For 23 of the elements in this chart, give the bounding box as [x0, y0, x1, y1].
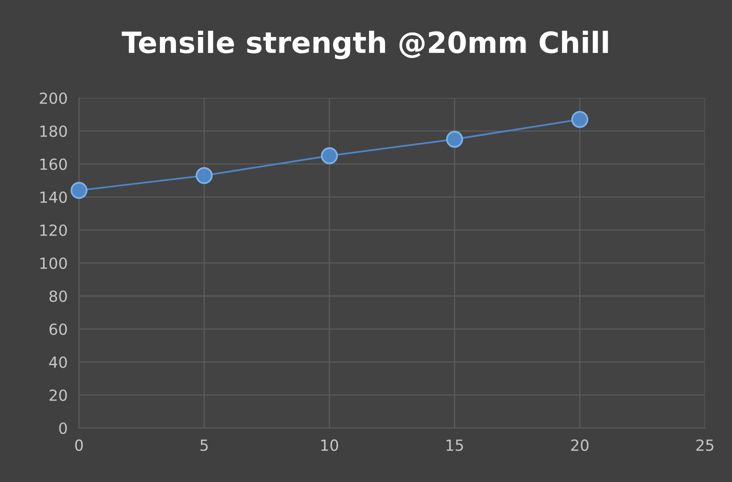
y-tick-label: 120 — [40, 224, 67, 236]
chart-title: Tensile strength @20mm Chill — [122, 30, 608, 60]
y-tick-label: 80 — [49, 290, 67, 302]
point — [70, 182, 88, 199]
point — [196, 167, 213, 184]
point — [571, 110, 588, 128]
y-tick-label: 200 — [40, 92, 67, 104]
x-tick-label: 15 — [446, 440, 463, 451]
y-tick-label: 160 — [40, 158, 67, 170]
x-tick-label: 25 — [696, 439, 714, 451]
x-tick-label: 20 — [571, 439, 589, 451]
y-tick-label: 0 — [59, 422, 67, 434]
y-tick-label: 40 — [49, 356, 67, 368]
x-tick-label: 0 — [75, 439, 83, 451]
y-tick-label: 180 — [40, 125, 67, 138]
point — [446, 130, 464, 148]
y-tick-label: 140 — [40, 191, 67, 204]
y-tick-label: 20 — [50, 389, 67, 402]
x-tick-label: 5 — [200, 440, 208, 451]
y-tick-label: 60 — [50, 323, 67, 336]
point — [320, 147, 338, 164]
x-tick-label: 10 — [321, 439, 338, 451]
y-tick-label: 100 — [40, 257, 67, 270]
